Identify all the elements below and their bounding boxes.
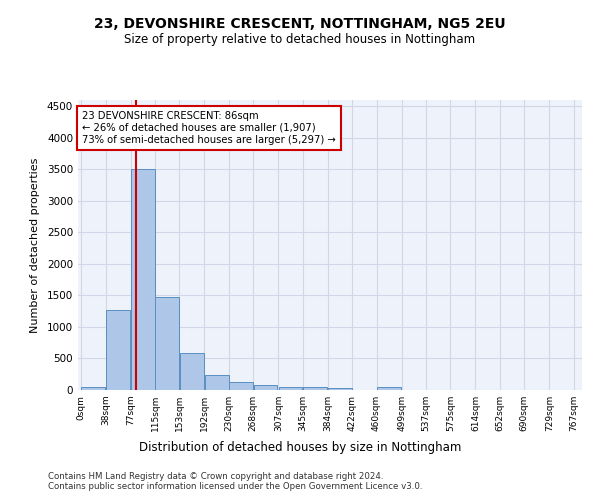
- Bar: [328, 388, 352, 390]
- Bar: [278, 386, 302, 390]
- Bar: [303, 388, 327, 390]
- Bar: [106, 310, 130, 390]
- Bar: [179, 354, 203, 390]
- Text: 23 DEVONSHIRE CRESCENT: 86sqm
← 26% of detached houses are smaller (1,907)
73% o: 23 DEVONSHIRE CRESCENT: 86sqm ← 26% of d…: [82, 112, 336, 144]
- Text: Contains HM Land Registry data © Crown copyright and database right 2024.: Contains HM Land Registry data © Crown c…: [48, 472, 383, 481]
- Bar: [377, 386, 401, 390]
- Text: 23, DEVONSHIRE CRESCENT, NOTTINGHAM, NG5 2EU: 23, DEVONSHIRE CRESCENT, NOTTINGHAM, NG5…: [94, 18, 506, 32]
- Bar: [205, 375, 229, 390]
- Bar: [131, 170, 155, 390]
- Bar: [254, 384, 277, 390]
- Bar: [82, 388, 106, 390]
- Bar: [155, 296, 179, 390]
- Y-axis label: Number of detached properties: Number of detached properties: [30, 158, 40, 332]
- Bar: [229, 382, 253, 390]
- Text: Distribution of detached houses by size in Nottingham: Distribution of detached houses by size …: [139, 441, 461, 454]
- Text: Contains public sector information licensed under the Open Government Licence v3: Contains public sector information licen…: [48, 482, 422, 491]
- Text: Size of property relative to detached houses in Nottingham: Size of property relative to detached ho…: [124, 32, 476, 46]
